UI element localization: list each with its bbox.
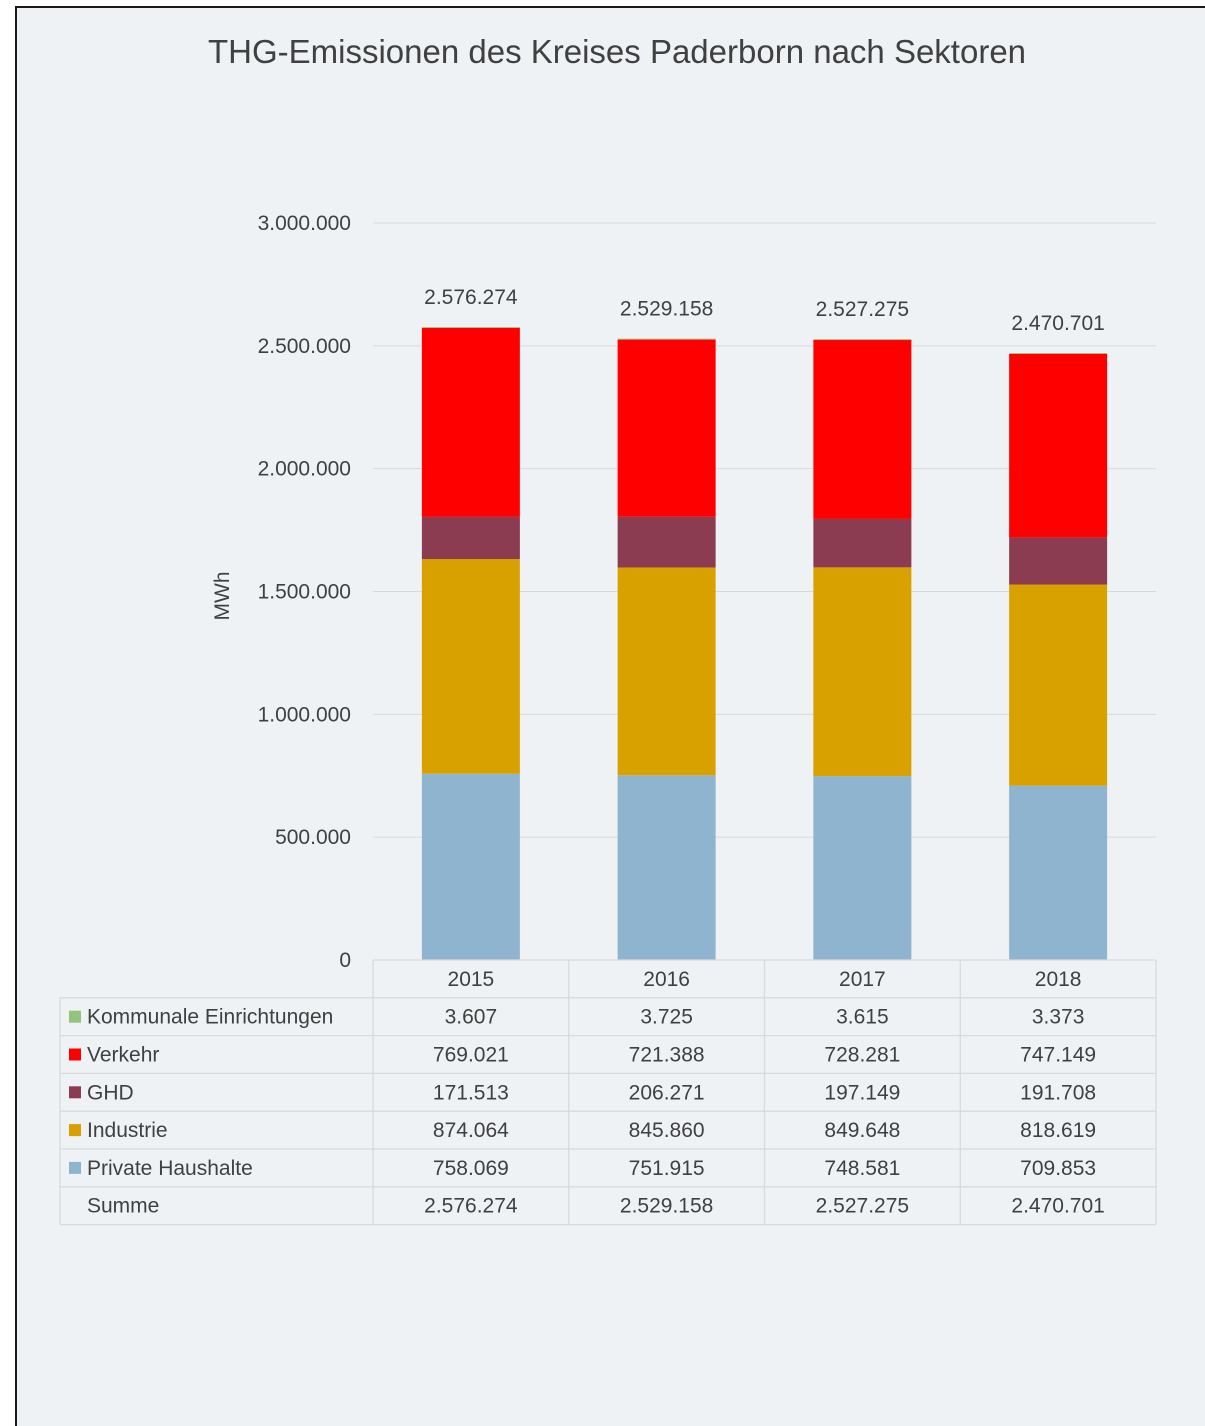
legend-label: Verkehr [87, 1044, 159, 1067]
totals-cell: 2.529.158 [620, 1195, 713, 1218]
bar-segment [421, 516, 520, 560]
legend-label: Industrie [87, 1119, 168, 1142]
table-cell: 728.281 [824, 1044, 900, 1067]
legend-swatch [69, 1048, 81, 1061]
bar-segment [421, 559, 520, 774]
y-tick-label: 2.000.000 [258, 458, 351, 481]
bar-segment [421, 327, 520, 328]
bar-segment [1009, 584, 1108, 786]
table-cell: 206.271 [629, 1081, 705, 1104]
table-cell: 818.619 [1020, 1119, 1096, 1142]
total-labels: 2.576.274 2.529.158 2.527.275 2.470.701 [424, 286, 1105, 335]
y-axis-title: MWh [211, 572, 234, 621]
y-tick-label: 1.000.000 [258, 703, 351, 726]
data-table: 2015 2016 2017 2018 Kommunale Einrichtungen 3… [59, 959, 1157, 1226]
bar-segment [421, 773, 520, 960]
bar-segment [1009, 353, 1108, 538]
totals-cell: 2.576.274 [424, 1195, 518, 1218]
y-tick-label: 1.500.000 [258, 581, 351, 604]
y-tick-labels: 0 500.000 1.000.000 1.500.000 2.000.000 2.500… [258, 212, 351, 972]
total-label: 2.527.275 [816, 298, 909, 321]
table-cell: 3.373 [1032, 1006, 1085, 1029]
legend-swatch [69, 1010, 81, 1023]
bar-segment [1009, 353, 1108, 354]
legend-label: GHD [87, 1081, 134, 1104]
y-tick-label: 2.500.000 [258, 335, 351, 358]
bar-segment [617, 516, 716, 568]
bar-segment [1009, 537, 1108, 585]
legend-label: Kommunale Einrichtungen [87, 1006, 333, 1029]
table-cell: 769.021 [433, 1044, 509, 1067]
totals-cell: 2.470.701 [1011, 1195, 1104, 1218]
bar-segment [421, 327, 520, 517]
bars [421, 327, 1108, 960]
chart-title: THG-Emissionen des Kreises Paderborn nac… [208, 33, 1026, 70]
x-category-label: 2017 [839, 968, 886, 991]
table-cell: 747.149 [1020, 1044, 1096, 1067]
total-label: 2.470.701 [1011, 312, 1104, 335]
y-tick-label: 500.000 [275, 826, 351, 849]
y-tick-label: 3.000.000 [258, 212, 351, 235]
table-cell: 3.725 [640, 1006, 693, 1029]
bar-segment [813, 340, 912, 519]
table-cell: 3.615 [836, 1006, 889, 1029]
totals-label: Summe [87, 1195, 159, 1218]
bar-segment [813, 776, 912, 960]
bar-segment [617, 339, 716, 517]
table-cell: 751.915 [629, 1157, 705, 1180]
totals-cell: 2.527.275 [816, 1195, 909, 1218]
table-cell: 171.513 [433, 1081, 509, 1104]
table-cell: 3.607 [445, 1006, 498, 1029]
table-cell: 709.853 [1020, 1157, 1096, 1180]
x-category-label: 2018 [1035, 968, 1082, 991]
table-cell: 874.064 [433, 1119, 509, 1142]
total-label: 2.529.158 [620, 298, 713, 321]
table-cell: 849.648 [824, 1119, 900, 1142]
chart-svg: THG-Emissionen des Kreises Paderborn nac… [59, 33, 1157, 1226]
legend-label: Private Haushalte [87, 1157, 253, 1180]
table-cell: 721.388 [629, 1044, 705, 1067]
bar-segment [813, 339, 912, 341]
legend-swatch [69, 1086, 81, 1099]
x-category-label: 2015 [448, 968, 495, 991]
x-category-label: 2016 [643, 968, 690, 991]
y-tick-label: 0 [339, 949, 351, 972]
total-label: 2.576.274 [424, 286, 518, 309]
table-cell: 748.581 [824, 1157, 900, 1180]
bar-segment [1009, 785, 1108, 960]
bar-segment [617, 567, 716, 776]
table-cell: 758.069 [433, 1157, 509, 1180]
bar-segment [617, 775, 716, 960]
table-cell: 845.860 [629, 1119, 705, 1142]
legend-swatch [69, 1161, 81, 1174]
table-cell: 197.149 [824, 1081, 900, 1104]
table-cell: 191.708 [1020, 1081, 1096, 1104]
bar-segment [617, 338, 716, 340]
bar-segment [813, 518, 912, 568]
chart-area: THG-Emissionen des Kreises Paderborn nac… [15, 6, 1205, 1426]
legend-swatch [69, 1124, 81, 1137]
bar-segment [813, 567, 912, 777]
